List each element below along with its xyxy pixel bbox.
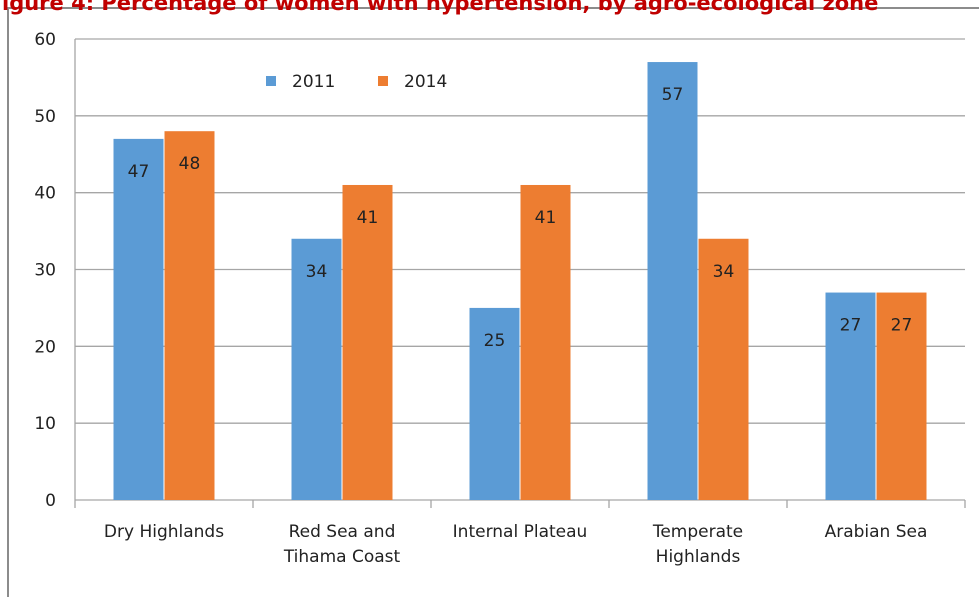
y-tick-label: 40 <box>34 184 56 204</box>
y-tick-label: 60 <box>34 30 56 50</box>
x-label-box: Temperate Highlands <box>652 522 744 567</box>
data-label: 27 <box>891 316 913 336</box>
data-label: 34 <box>713 262 735 282</box>
legend-label: 2014 <box>404 72 447 92</box>
x-label-box: Arabian Sea <box>824 522 928 542</box>
y-tick-label: 10 <box>34 414 56 434</box>
x-label-box: Red Sea and Tihama Coast <box>283 522 401 567</box>
bar <box>825 292 876 500</box>
x-tick-label: Red Sea and Tihama Coast <box>283 522 401 567</box>
y-tick-label: 30 <box>34 261 56 281</box>
y-tick-label: 20 <box>34 337 56 357</box>
x-tick-label: Internal Plateau <box>452 522 588 542</box>
bar <box>469 307 520 500</box>
data-label: 48 <box>179 154 201 174</box>
x-tick-label: Arabian Sea <box>824 522 928 542</box>
data-label: 47 <box>128 162 150 182</box>
data-label: 34 <box>306 262 328 282</box>
legend-swatch <box>266 76 276 86</box>
y-tick-label: 50 <box>34 107 56 127</box>
chart-title: igure 4: Percentage of women with hypert… <box>2 0 878 15</box>
data-label: 57 <box>662 85 684 105</box>
x-tick-label: Temperate Highlands <box>652 522 744 567</box>
data-label: 27 <box>840 316 862 336</box>
y-tick-label: 0 <box>45 491 56 511</box>
legend-label: 2011 <box>292 72 335 92</box>
data-label: 41 <box>357 208 379 228</box>
bar <box>164 131 215 500</box>
chart-frame <box>7 7 979 597</box>
bar <box>291 238 342 500</box>
bar <box>113 138 164 500</box>
legend-swatch <box>378 76 388 86</box>
bar <box>876 292 927 500</box>
bar <box>647 62 698 501</box>
data-label: 25 <box>484 331 506 351</box>
x-label-box: Internal Plateau <box>452 522 588 542</box>
bar <box>698 238 749 500</box>
bar <box>520 184 571 500</box>
bar <box>342 184 393 500</box>
x-tick-label: Dry Highlands <box>103 522 225 542</box>
data-label: 41 <box>535 208 557 228</box>
x-label-box: Dry Highlands <box>103 522 225 542</box>
